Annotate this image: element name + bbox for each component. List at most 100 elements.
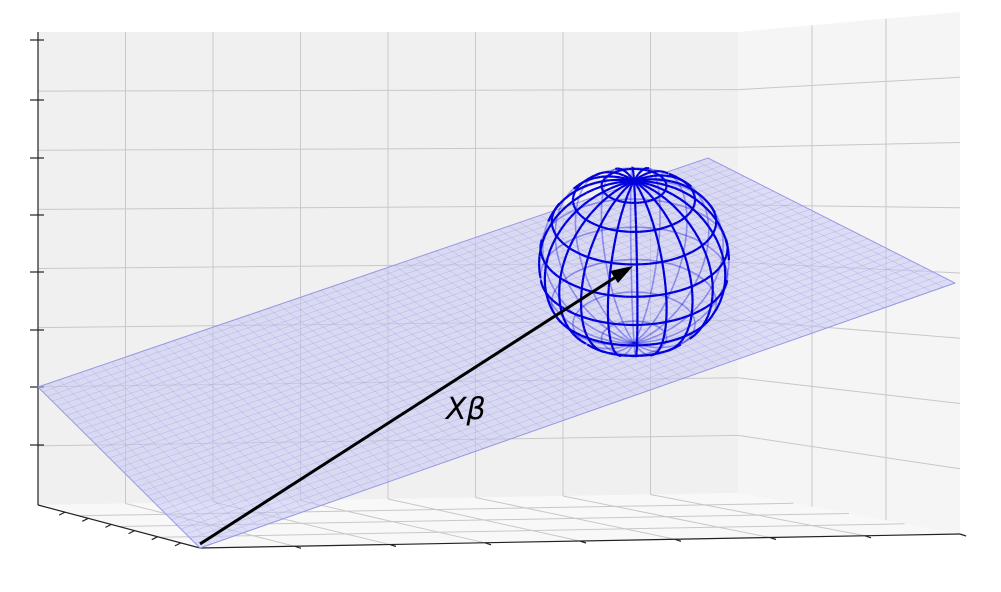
sphere-wire [554, 241, 558, 249]
sphere-wire [693, 194, 696, 198]
sphere-wire [663, 277, 667, 287]
sphere-wire [650, 180, 659, 185]
sphere-wire [666, 217, 673, 226]
sphere-wire [677, 239, 684, 249]
sphere-wire [549, 242, 555, 251]
sphere-wire [651, 222, 656, 231]
sphere-wire [638, 183, 645, 190]
sphere-wire [646, 300, 650, 309]
sphere-wire [705, 274, 712, 281]
sphere-wire [590, 345, 596, 350]
sphere-wire [575, 250, 582, 256]
sphere-wire [599, 259, 607, 263]
sphere-wire [668, 257, 676, 262]
sphere-wire [575, 331, 582, 337]
sphere-wire [589, 241, 595, 250]
sphere-wire [599, 349, 605, 354]
sphere-wire [671, 345, 676, 351]
sphere-wire [593, 185, 602, 191]
sphere-wire [707, 309, 712, 317]
sphere-wire [690, 286, 694, 294]
sphere-wire [685, 227, 688, 236]
sphere-wire [713, 224, 718, 230]
sphere-wire [540, 267, 543, 272]
sphere-wire [561, 278, 569, 284]
grid-line [37, 89, 739, 92]
sphere-wire [626, 339, 635, 344]
sphere-wire [710, 219, 716, 225]
sphere-wire [680, 185, 688, 190]
sphere-wire [602, 179, 611, 183]
sphere-wire [586, 202, 595, 207]
sphere-wire [613, 171, 620, 175]
sphere-wire [588, 194, 597, 202]
sphere-wire [581, 322, 586, 329]
sphere-wire [611, 246, 616, 255]
sphere-wire [572, 184, 579, 190]
sphere-wire [571, 332, 578, 339]
sphere-wire [686, 290, 692, 299]
sphere-wire [575, 185, 580, 190]
sphere-wire [660, 346, 668, 349]
sphere-wire [576, 334, 584, 339]
sphere-wire [679, 197, 688, 205]
plane-mesh-line [95, 201, 796, 445]
sphere-wire [673, 202, 681, 207]
sphere-wire [617, 180, 626, 184]
sphere-wire [705, 303, 712, 309]
sphere-wire [642, 340, 651, 344]
sphere-wire [714, 251, 720, 256]
sphere-wire [580, 253, 588, 258]
sphere-wire [722, 261, 727, 269]
sphere-wire [541, 263, 545, 268]
sphere-wire [610, 286, 614, 295]
sphere-wire [571, 232, 578, 242]
sphere-wire [694, 317, 702, 324]
sphere-wire [643, 188, 650, 195]
sphere-wire [577, 212, 582, 217]
sphere-wire [714, 295, 720, 302]
sphere-wire [620, 352, 624, 355]
sphere-wire [642, 323, 651, 326]
sphere-wire [566, 319, 574, 326]
sphere-wire [638, 174, 644, 179]
sphere-wire [718, 246, 724, 255]
sphere-wire [680, 190, 690, 196]
sphere-wire [662, 210, 669, 219]
sphere-wire [590, 206, 598, 214]
sphere-wire [674, 336, 682, 341]
sphere-wire [610, 184, 619, 190]
sphere-wire [550, 216, 558, 224]
sphere-wire [688, 210, 693, 215]
sphere-wire [580, 339, 587, 345]
sphere-wire [610, 335, 619, 341]
sphere-wire [633, 341, 643, 344]
sphere-wire [608, 348, 612, 351]
sphere-wire [658, 326, 662, 330]
sphere-wire [694, 275, 700, 284]
sphere-wire [593, 335, 602, 340]
sphere-wire [644, 352, 648, 355]
sphere-wire [619, 336, 628, 342]
sphere-wire [552, 235, 558, 244]
plane-mesh-line [52, 168, 730, 402]
sphere-wire [715, 219, 721, 227]
sphere-wire [700, 202, 708, 210]
sphere-wire [637, 327, 642, 334]
sphere-wire [642, 172, 649, 177]
sphere-wire [618, 329, 625, 336]
x-tick [864, 535, 872, 539]
sphere-wire [548, 267, 554, 274]
sphere-wire [617, 341, 626, 344]
sphere-wire [696, 300, 704, 308]
axis-ticks [30, 39, 967, 549]
sphere-wire [719, 225, 725, 234]
plane-mesh-line [76, 187, 767, 426]
sphere-wire [688, 322, 696, 328]
sphere-wire [545, 292, 549, 300]
sphere-wire [555, 316, 562, 324]
sphere-wire [614, 352, 618, 356]
sphere-wire [603, 176, 607, 180]
sphere-wire [673, 186, 682, 193]
sphere-wire [572, 194, 575, 198]
